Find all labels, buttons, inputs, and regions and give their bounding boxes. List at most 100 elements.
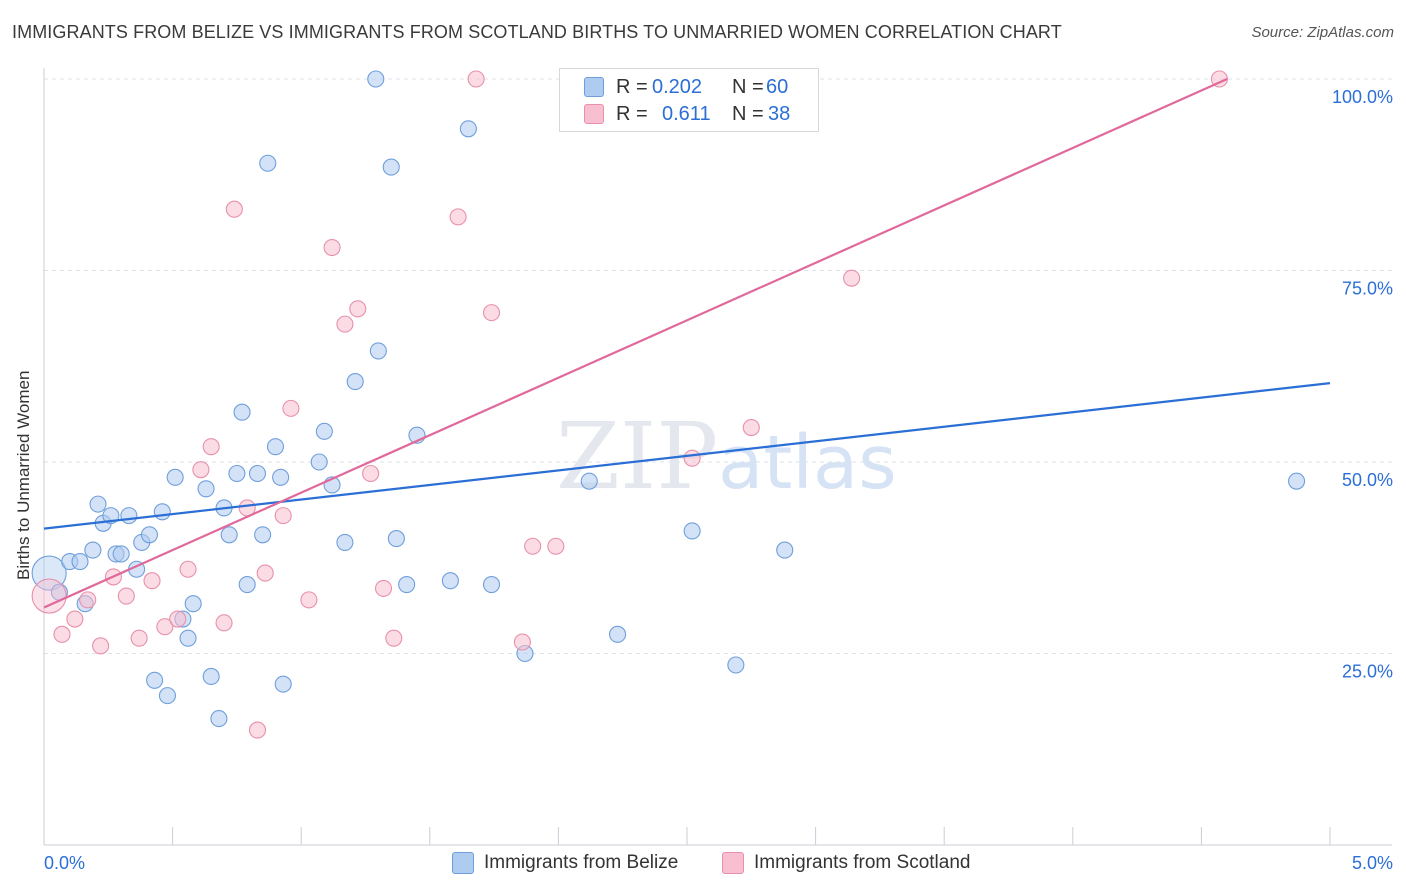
data-point-scotland bbox=[467, 70, 485, 88]
data-point-belize bbox=[274, 675, 292, 693]
data-point-scotland bbox=[92, 637, 110, 655]
grid-layer bbox=[44, 78, 1392, 654]
data-point-belize bbox=[248, 464, 267, 483]
legend-swatch-scotland bbox=[722, 852, 744, 874]
data-point-belize bbox=[387, 530, 405, 548]
data-point-belize bbox=[482, 576, 501, 594]
data-point-scotland bbox=[202, 438, 220, 456]
points-layer bbox=[31, 70, 1306, 739]
correlation-legend: R = 0.202 N = 60 R = 0.611 N = 38 bbox=[559, 68, 819, 132]
data-point-belize bbox=[441, 572, 459, 590]
trend-line-scotland bbox=[43, 77, 1228, 609]
data-point-belize bbox=[146, 671, 164, 689]
data-point-scotland bbox=[513, 633, 531, 651]
data-point-belize bbox=[158, 687, 177, 705]
data-point-scotland bbox=[300, 591, 318, 609]
data-point-scotland bbox=[225, 200, 243, 218]
data-point-scotland bbox=[117, 587, 135, 605]
data-point-belize bbox=[315, 422, 333, 440]
data-point-scotland bbox=[79, 591, 97, 609]
data-point-belize bbox=[272, 468, 290, 486]
data-point-belize bbox=[89, 495, 107, 513]
trend-line-belize bbox=[43, 382, 1331, 530]
source-label: Source: ZipAtlas.com bbox=[1251, 24, 1394, 41]
data-point-belize bbox=[382, 158, 400, 176]
x-tick-label: 0.0% bbox=[44, 853, 85, 873]
data-point-scotland bbox=[547, 537, 565, 555]
r-label: R = bbox=[616, 75, 648, 98]
chart-title: IMMIGRANTS FROM BELIZE VS IMMIGRANTS FRO… bbox=[12, 22, 1062, 42]
n-value: 38 bbox=[768, 102, 791, 125]
legend-swatch-belize bbox=[584, 77, 604, 97]
trend-layer bbox=[43, 77, 1331, 609]
data-point-scotland bbox=[156, 618, 174, 636]
legend-swatch-scotland bbox=[584, 104, 604, 124]
n-value: 60 bbox=[766, 75, 789, 98]
data-point-scotland bbox=[66, 610, 84, 628]
data-point-scotland bbox=[274, 507, 292, 525]
legend-item-belize[interactable]: Immigrants from Belize bbox=[452, 852, 678, 874]
data-point-belize bbox=[254, 526, 272, 544]
data-point-belize bbox=[259, 154, 277, 172]
data-point-belize bbox=[346, 373, 364, 391]
data-point-scotland bbox=[53, 625, 71, 643]
data-point-scotland bbox=[374, 579, 393, 597]
legend-swatch-belize bbox=[452, 852, 474, 874]
data-point-belize bbox=[166, 468, 184, 486]
data-point-belize bbox=[609, 625, 627, 643]
n-label: N = bbox=[732, 75, 764, 98]
data-point-belize bbox=[120, 507, 138, 525]
r-value: 0.202 bbox=[652, 75, 703, 98]
data-point-scotland bbox=[843, 269, 861, 287]
data-point-scotland bbox=[130, 629, 148, 647]
data-point-belize bbox=[184, 595, 202, 613]
data-point-scotland bbox=[336, 315, 354, 333]
data-point-scotland bbox=[349, 300, 367, 318]
data-point-belize bbox=[112, 545, 130, 563]
r-value: 0.611 bbox=[662, 102, 711, 125]
data-point-belize bbox=[336, 533, 354, 551]
data-point-scotland bbox=[683, 449, 701, 467]
data-point-belize bbox=[228, 464, 246, 483]
data-point-belize bbox=[84, 541, 102, 559]
data-point-belize bbox=[210, 710, 228, 728]
n-label: N = bbox=[732, 102, 764, 125]
data-point-scotland bbox=[482, 304, 501, 322]
data-point-belize bbox=[71, 553, 89, 571]
series-legend: Immigrants from Belize Immigrants from S… bbox=[0, 852, 1406, 876]
y-tick-label: 75.0% bbox=[1342, 279, 1393, 299]
data-point-scotland bbox=[449, 208, 467, 226]
data-point-belize bbox=[310, 453, 328, 471]
data-point-belize bbox=[140, 526, 159, 544]
data-point-scotland bbox=[256, 564, 274, 582]
label-layer: 25.0% 50.0% 75.0% 100.0% 0.0% 5.0% bbox=[44, 87, 1393, 873]
data-point-scotland bbox=[143, 572, 161, 590]
data-point-scotland bbox=[362, 464, 380, 483]
data-point-belize bbox=[197, 480, 215, 498]
data-point-scotland bbox=[215, 614, 233, 632]
y-tick-label: 25.0% bbox=[1342, 662, 1393, 682]
legend-label-belize: Immigrants from Belize bbox=[484, 852, 679, 873]
data-point-belize bbox=[238, 576, 256, 594]
data-point-scotland bbox=[169, 610, 187, 628]
data-point-belize bbox=[398, 576, 416, 594]
data-point-belize bbox=[153, 503, 171, 521]
legend-item-scotland[interactable]: Immigrants from Scotland bbox=[722, 852, 970, 874]
data-point-belize bbox=[202, 667, 220, 686]
data-point-scotland bbox=[323, 238, 341, 257]
data-point-belize bbox=[179, 629, 197, 647]
data-point-scotland bbox=[1210, 70, 1228, 88]
legend-label-scotland: Immigrants from Scotland bbox=[754, 852, 971, 873]
y-tick-label: 100.0% bbox=[1332, 87, 1393, 107]
data-point-belize bbox=[220, 526, 238, 544]
data-point-scotland bbox=[385, 629, 403, 647]
data-point-belize bbox=[1288, 472, 1306, 490]
data-point-scotland bbox=[248, 721, 267, 739]
data-point-belize bbox=[233, 403, 251, 421]
data-point-belize bbox=[727, 656, 745, 674]
data-point-belize bbox=[459, 120, 477, 138]
data-point-scotland bbox=[192, 461, 210, 479]
data-point-belize bbox=[580, 472, 598, 490]
watermark: ZIP atlas bbox=[556, 403, 897, 510]
